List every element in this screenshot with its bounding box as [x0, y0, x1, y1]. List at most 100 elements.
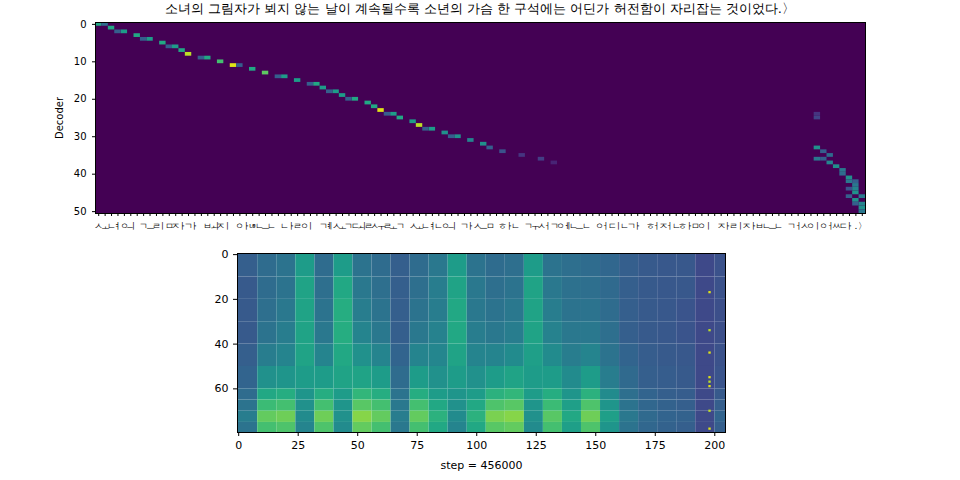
svg-text:ㅣ: ㅣ — [223, 221, 232, 231]
svg-text:ㄷ: ㄷ — [350, 220, 360, 231]
svg-text:ㅕ: ㅕ — [113, 220, 123, 231]
svg-text:ㄴ: ㄴ — [280, 220, 290, 231]
svg-text:200: 200 — [704, 439, 725, 452]
svg-text:ㅎ: ㅎ — [678, 220, 688, 231]
svg-text:ㅅ: ㅅ — [408, 220, 418, 231]
svg-text:ㅏ: ㅏ — [466, 220, 476, 231]
svg-text:ㄴ: ㄴ — [671, 220, 681, 231]
svg-text:ㅗ: ㅗ — [389, 220, 399, 231]
svg-text:〉: 〉 — [858, 221, 867, 231]
svg-text:ㅓ: ㅓ — [652, 220, 662, 231]
svg-text:ㅏ: ㅏ — [286, 220, 296, 231]
svg-text:75: 75 — [410, 439, 424, 452]
svg-text:ㅈ: ㅈ — [716, 220, 726, 231]
svg-text:ㅁ: ㅁ — [164, 220, 174, 231]
svg-text:ㅡ: ㅡ — [575, 220, 585, 231]
svg-text:ㄱ: ㄱ — [524, 220, 534, 231]
svg-text:20: 20 — [74, 93, 87, 104]
svg-text:ㅁ: ㅁ — [486, 221, 495, 231]
svg-text:ㅓ: ㅓ — [543, 220, 553, 231]
svg-text:ㅣ: ㅣ — [704, 221, 713, 231]
svg-text:ㄷ: ㄷ — [607, 220, 617, 231]
svg-text:ㅡ: ㅡ — [145, 220, 155, 231]
svg-text:ㅅ: ㅅ — [94, 220, 104, 231]
svg-text:ㅅ: ㅅ — [370, 220, 380, 231]
svg-text:ㅇ: ㅇ — [299, 220, 309, 231]
html-text:소녀의 그림자가 뵈지 않는 날이 계속될수록 소년의 가슴: 소녀의 그림자가 뵈지 않는 날이 계속될수록 소년의 가슴 한 구석에는 어딘… — [165, 1, 795, 16]
svg-text:ㅓ: ㅓ — [601, 220, 611, 231]
svg-text:ㅏ: ㅏ — [177, 220, 187, 231]
svg-text:40: 40 — [74, 168, 87, 179]
svg-text:ㄱ: ㄱ — [344, 220, 354, 231]
svg-text:ㄱ: ㄱ — [549, 220, 559, 231]
svg-text:ㅇ: ㅇ — [119, 220, 129, 231]
svg-text:0: 0 — [80, 19, 86, 30]
svg-text:ㄱ: ㄱ — [626, 220, 636, 231]
svg-text:ㅏ: ㅏ — [845, 221, 854, 231]
svg-text:ㅜ: ㅜ — [376, 220, 386, 231]
svg-text:0: 0 — [235, 439, 242, 452]
svg-text:ㅏ: ㅏ — [633, 221, 642, 231]
svg-text:step = 456000: step = 456000 — [441, 459, 523, 472]
svg-text:125: 125 — [526, 439, 547, 452]
svg-text:ㅅ: ㅅ — [472, 220, 482, 231]
svg-text:ㄱ: ㄱ — [139, 220, 149, 231]
svg-text:ㅏ: ㅏ — [241, 220, 251, 231]
svg-text:Decoder: Decoder — [54, 96, 65, 139]
svg-text:ㄴ: ㄴ — [421, 220, 431, 231]
svg-text:ㄴ: ㄴ — [254, 220, 264, 231]
svg-text:ㅜ: ㅜ — [530, 220, 540, 231]
svg-text:40: 40 — [215, 338, 229, 351]
svg-text:ㅏ: ㅏ — [504, 220, 514, 231]
svg-text:ㅏ: ㅏ — [190, 221, 199, 231]
svg-text:ㅇ: ㅇ — [697, 220, 707, 231]
svg-text:ㅣ: ㅣ — [158, 220, 168, 231]
svg-text:10: 10 — [74, 56, 87, 67]
svg-text:20: 20 — [215, 293, 229, 306]
svg-text:ㅇ: ㅇ — [440, 220, 450, 231]
svg-text:ㅇ: ㅇ — [594, 220, 604, 231]
svg-text:ㄱ: ㄱ — [318, 220, 328, 231]
svg-text:ㄶ: ㄶ — [248, 220, 258, 231]
svg-text:ㄴ: ㄴ — [434, 220, 444, 231]
svg-text:ㄱ: ㄱ — [396, 221, 405, 231]
svg-text:ㅂ: ㅂ — [203, 220, 213, 231]
svg-text:ㅅ: ㅅ — [331, 220, 341, 231]
svg-text:ㄴ: ㄴ — [511, 221, 520, 231]
svg-text:ㄹ: ㄹ — [293, 220, 303, 231]
svg-text:ㅚ: ㅚ — [357, 220, 367, 231]
svg-text:ㅎ: ㅎ — [498, 220, 508, 231]
svg-text:ㅇ: ㅇ — [235, 220, 245, 231]
svg-text:ㅢ: ㅢ — [447, 221, 456, 231]
svg-text:50: 50 — [74, 206, 87, 217]
svg-text:30: 30 — [74, 131, 87, 142]
svg-text:50: 50 — [351, 439, 365, 452]
svg-text:ㅓ: ㅓ — [665, 220, 675, 231]
svg-text:ㅈ: ㅈ — [171, 220, 181, 231]
svg-text:ㅇ: ㅇ — [556, 220, 566, 231]
svg-text:ㅔ: ㅔ — [562, 220, 572, 231]
svg-text:ㄴ: ㄴ — [620, 220, 630, 231]
svg-text:ㅈ: ㅈ — [216, 220, 226, 231]
svg-text:ㅣ: ㅣ — [306, 221, 315, 231]
svg-text:ㄴ: ㄴ — [582, 221, 591, 231]
svg-text:100: 100 — [466, 439, 487, 452]
svg-text:ㄹ: ㄹ — [363, 220, 373, 231]
svg-text:ㅚ: ㅚ — [209, 220, 219, 231]
svg-text:ㅕ: ㅕ — [427, 220, 437, 231]
svg-text:ㄹ: ㄹ — [729, 220, 739, 231]
svg-text:25: 25 — [291, 439, 305, 452]
svg-text:150: 150 — [585, 439, 606, 452]
svg-text:ㅖ: ㅖ — [325, 220, 335, 231]
svg-text:ㅏ: ㅏ — [684, 220, 694, 231]
svg-text:ㅗ: ㅗ — [100, 220, 110, 231]
svg-text:175: 175 — [645, 439, 666, 452]
svg-text:ㄴ: ㄴ — [774, 221, 783, 231]
svg-text:60: 60 — [215, 382, 229, 395]
svg-text:ㅣ: ㅣ — [735, 220, 745, 231]
svg-text:ㅡ: ㅡ — [479, 220, 489, 231]
svg-text:ㄴ: ㄴ — [267, 221, 276, 231]
svg-text:ㅈ: ㅈ — [658, 220, 668, 231]
svg-text:0: 0 — [222, 248, 229, 261]
svg-text:ㅢ: ㅢ — [126, 221, 135, 231]
